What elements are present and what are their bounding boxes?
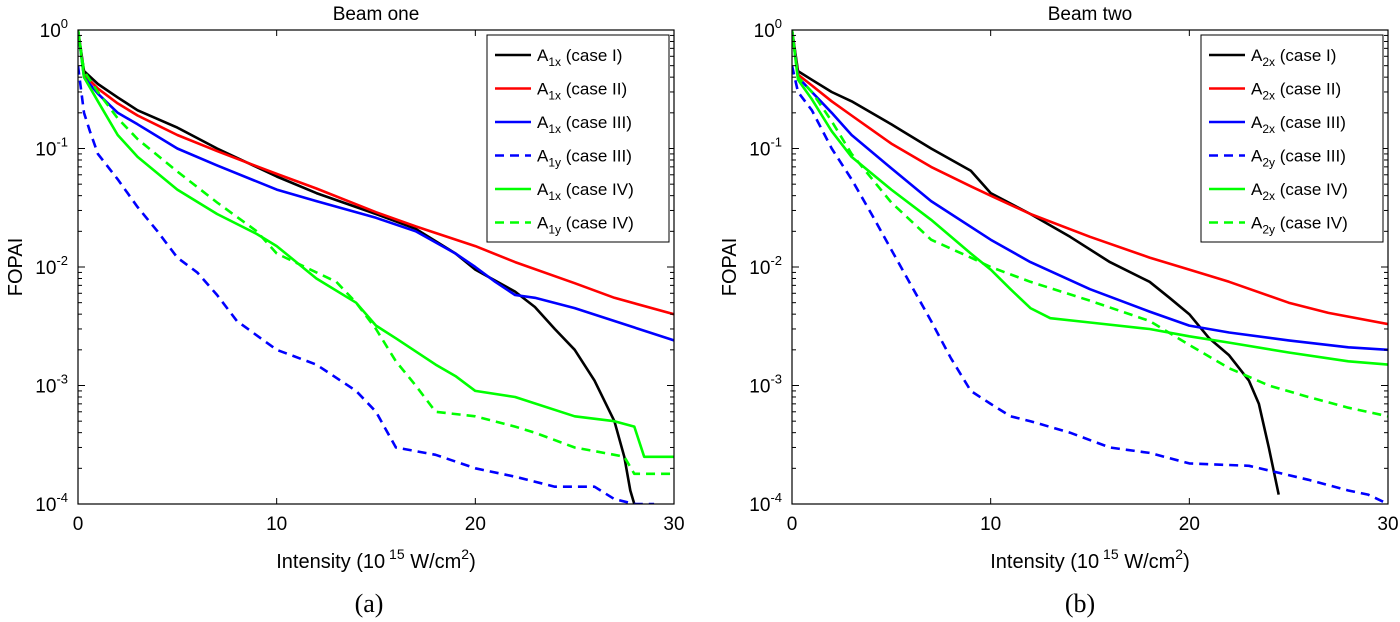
series-line-a2x-case-iv: [792, 30, 1388, 366]
x-axis-label: Intensity (10 15 W/cm2): [276, 546, 476, 573]
series-line-a2x-case-ii: [792, 30, 1388, 326]
series-line-a1y-case-iv: [78, 30, 674, 476]
legend-entry: A2x (case III): [1251, 113, 1346, 136]
y-tick-exp: -3: [770, 372, 782, 387]
legend-entry: A2x (case IV): [1251, 180, 1348, 203]
y-tick-label: 10-2: [749, 253, 782, 279]
legend-entry: A1x (case III): [537, 113, 632, 136]
x-tick-label: 0: [787, 514, 798, 535]
y-tick-exp: 0: [775, 16, 782, 31]
y-tick-exp: -1: [770, 135, 782, 150]
y-tick-label: 10-1: [35, 135, 68, 161]
x-axis-label: Intensity (10 15 W/cm2): [990, 546, 1190, 573]
y-tick-base: 10: [35, 258, 56, 279]
y-tick-base: 10: [749, 377, 770, 398]
legend-entry: A2x (case I): [1251, 46, 1336, 69]
y-axis-label: FOPAI: [5, 238, 27, 297]
legend-entry: A2y (case IV): [1251, 214, 1348, 237]
series-line-a2x-case-iii: [792, 30, 1388, 352]
legend: A1x (case I) A1x (case II) A1x (case III) A…: [486, 34, 670, 243]
y-tick-base: 10: [40, 21, 61, 42]
y-tick-base: 10: [749, 495, 770, 516]
y-tick-exp: -2: [56, 253, 68, 268]
series-group: [78, 30, 674, 504]
y-tick-exp: -2: [770, 253, 782, 268]
y-tick-label: 10-4: [749, 490, 782, 516]
series-line-a1y-case-iii: [78, 65, 655, 504]
y-tick-exp: 0: [61, 16, 68, 31]
y-tick-label: 10-1: [749, 135, 782, 161]
legend: A2x (case I) A2x (case II) A2x (case III) A…: [1200, 34, 1384, 243]
y-tick-exp: -4: [56, 490, 68, 505]
y-tick-label: 10-4: [35, 490, 68, 516]
legend-entry: A1y (case III): [537, 147, 632, 170]
series-line-a2x-case-i: [792, 30, 1280, 495]
chart-title: Beam one: [333, 4, 420, 25]
y-tick-base: 10: [749, 258, 770, 279]
y-tick-base: 10: [754, 21, 775, 42]
y-tick-base: 10: [35, 140, 56, 161]
y-tick-label: 10-3: [35, 372, 68, 398]
panel-caption: (b): [1065, 589, 1095, 618]
x-tick-label: 10: [266, 514, 287, 535]
y-tick-base: 10: [35, 495, 56, 516]
x-tick-label: 10: [980, 514, 1001, 535]
x-tick-label: 30: [663, 514, 684, 535]
y-tick-label: 100: [40, 16, 68, 42]
legend-box: [1200, 34, 1384, 243]
y-axis-label: FOPAI: [719, 238, 741, 297]
x-tick-label: 30: [1377, 514, 1398, 535]
y-tick-label: 10-2: [35, 253, 68, 279]
y-tick-exp: -4: [770, 490, 782, 505]
series-line-a1x-case-iv: [78, 30, 674, 459]
y-tick-exp: -3: [56, 372, 68, 387]
series-line-a1x-case-ii: [78, 30, 674, 316]
x-tick-label: 0: [73, 514, 84, 535]
legend-entry: A1y (case IV): [537, 214, 634, 237]
y-tick-label: 100: [754, 16, 782, 42]
x-tick-label: 20: [465, 514, 486, 535]
legend-entry: A1x (case II): [537, 80, 627, 103]
series-line-a2y-case-iii: [792, 65, 1388, 504]
y-tick-base: 10: [35, 377, 56, 398]
legend-box: [486, 34, 670, 243]
y-tick-exp: -1: [56, 135, 68, 150]
y-tick-base: 10: [749, 140, 770, 161]
panel-caption: (a): [355, 589, 384, 618]
x-tick-label: 20: [1179, 514, 1200, 535]
legend-entry: A2y (case III): [1251, 147, 1346, 170]
series-line-a2y-case-iv: [792, 30, 1388, 418]
chart-title: Beam two: [1048, 4, 1132, 25]
series-line-a1x-case-iii: [78, 30, 674, 342]
legend-entry: A1x (case I): [537, 46, 622, 69]
y-tick-label: 10-3: [749, 372, 782, 398]
series-group: [792, 30, 1388, 504]
legend-entry: A2x (case II): [1251, 80, 1341, 103]
legend-entry: A1x (case IV): [537, 180, 634, 203]
